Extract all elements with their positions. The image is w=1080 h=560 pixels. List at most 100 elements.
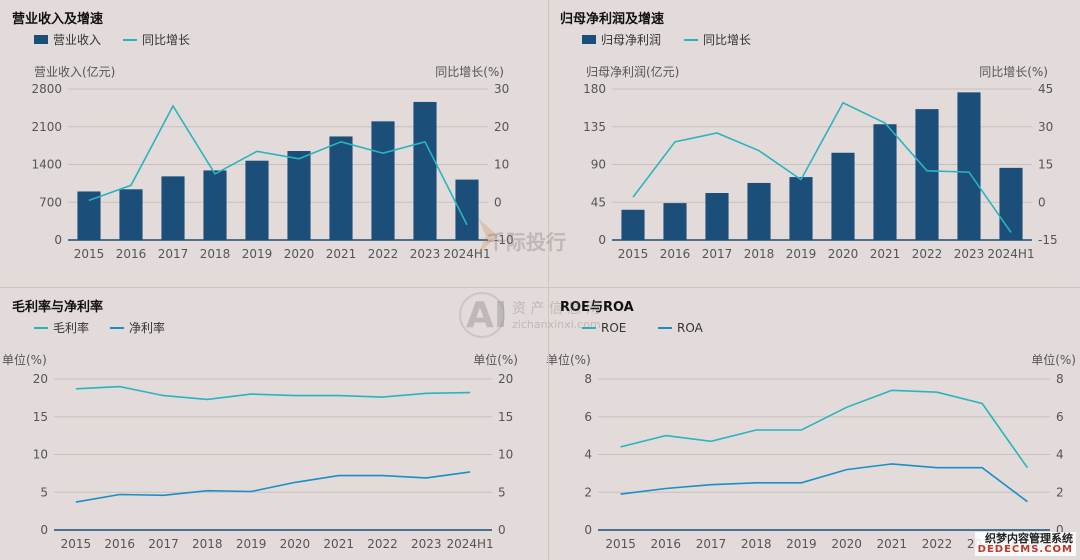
legend-label: ROA [677, 321, 704, 335]
watermark-sub1: 资 产 信 息 网 [512, 301, 600, 317]
vertical-divider [548, 0, 549, 560]
chart-panel-4: ROE与ROA ROE ROA 单位(%) 单位(%) 0 2 4 6 8 0 2 4 6 8 2015 201… [546, 300, 1076, 551]
bar [371, 121, 395, 240]
y2-tick-label: 45 [1038, 82, 1053, 96]
bar [999, 167, 1023, 240]
series-line [88, 104, 468, 226]
y-tick-label: 0 [584, 523, 592, 537]
bar [747, 182, 771, 240]
series-line [620, 389, 1029, 469]
bar [873, 124, 897, 240]
bar [705, 193, 729, 240]
legend-label: 净利率 [129, 320, 165, 335]
y-axis-title: 单位(%) [2, 352, 47, 367]
y2-tick-label: 20 [494, 120, 509, 134]
y2-tick-label: 15 [498, 410, 513, 424]
bar [161, 176, 185, 240]
x-tick-label: 2020 [828, 247, 859, 261]
y2-tick-label: 2 [1056, 485, 1064, 499]
y2-tick-label: 0 [494, 195, 502, 209]
x-tick-label: 2017 [158, 247, 189, 261]
x-tick-label: 2021 [323, 537, 354, 551]
y2-axis-title: 同比增长(%) [979, 65, 1048, 79]
bar [663, 203, 687, 240]
x-tick-label: 2018 [744, 247, 775, 261]
legend-swatch-bar [582, 35, 596, 44]
bar [203, 170, 227, 240]
y-axis-title: 营业收入(亿元) [34, 64, 115, 79]
footer-line2: DEDECMS.COM [977, 543, 1073, 555]
y-tick-label: 6 [584, 410, 592, 424]
y2-tick-label: 8 [1056, 372, 1064, 386]
y-tick-label: 180 [583, 82, 606, 96]
chart-title: 毛利率与净利率 [12, 299, 103, 315]
chart-title: 归母净利润及增速 [560, 11, 664, 27]
x-tick-label: 2019 [786, 247, 817, 261]
footer-line1: 织梦内容管理系统 [985, 531, 1073, 545]
y-tick-label: 700 [39, 195, 62, 209]
chart-title: 营业收入及增速 [12, 11, 103, 27]
y2-tick-label: 0 [1056, 523, 1064, 537]
horizontal-divider [0, 287, 1080, 288]
watermark-brand: 千际投行 [486, 230, 566, 254]
y-tick-label: 0 [40, 523, 48, 537]
bar [77, 191, 101, 240]
x-tick-label: 2015 [618, 247, 649, 261]
x-tick-label: 2017 [148, 537, 179, 551]
x-tick-label: 2019 [242, 247, 273, 261]
x-tick-label: 2015 [61, 537, 92, 551]
x-tick-label: 2023 [954, 247, 985, 261]
x-tick-label: 2023 [411, 537, 442, 551]
y-tick-label: 135 [583, 120, 606, 134]
y-tick-label: 8 [584, 372, 592, 386]
x-tick-label: 2016 [651, 537, 682, 551]
y2-tick-label: 30 [494, 82, 509, 96]
y-tick-label: 90 [591, 158, 606, 172]
x-tick-label: 2022 [912, 247, 943, 261]
series-line [620, 463, 1028, 503]
x-tick-label: 2020 [831, 537, 862, 551]
x-tick-label: 2015 [74, 247, 105, 261]
x-tick-label: 2019 [236, 537, 267, 551]
x-tick-label: 2024H1 [443, 247, 490, 261]
x-tick-label: 2016 [116, 247, 147, 261]
y-tick-label: 10 [33, 448, 48, 462]
legend-label: 归母净利润 [601, 33, 661, 47]
x-tick-label: 2018 [741, 537, 772, 551]
legend-label: ROE [601, 321, 626, 335]
bar [957, 92, 981, 240]
legend-label: 同比增长 [142, 33, 190, 47]
bar [119, 189, 143, 240]
x-tick-label: 2018 [200, 247, 231, 261]
bar [455, 179, 479, 240]
y-axis-title: 归母净利润(亿元) [586, 64, 679, 79]
legend-label: 毛利率 [53, 320, 89, 335]
y2-axis-title: 同比增长(%) [435, 65, 504, 79]
legend-swatch-bar [34, 35, 48, 44]
y-tick-label: 0 [54, 233, 62, 247]
bar [329, 136, 353, 240]
bar [831, 152, 855, 240]
x-tick-label: 2015 [605, 537, 636, 551]
watermark-sub2: zichanxinxi.com [512, 318, 601, 331]
x-tick-label: 2017 [702, 247, 733, 261]
series-line [632, 101, 1012, 233]
x-tick-label: 2024H1 [446, 537, 493, 551]
y-tick-label: 2100 [31, 120, 62, 134]
legend-label: 同比增长 [703, 33, 751, 47]
y-tick-label: 20 [33, 372, 48, 386]
y-tick-label: 5 [40, 485, 48, 499]
y2-tick-label: 20 [498, 372, 513, 386]
y2-tick-label: -10 [494, 233, 514, 247]
watermark-logo: AI [466, 295, 508, 336]
bar [915, 109, 939, 240]
x-tick-label: 2024H1 [987, 247, 1034, 261]
footer-brand: 织梦内容管理系统 DEDECMS.COM [974, 531, 1076, 556]
y-tick-label: 0 [598, 233, 606, 247]
y2-tick-label: 4 [1056, 448, 1064, 462]
x-tick-label: 2020 [284, 247, 315, 261]
y2-axis-title: 单位(%) [1031, 352, 1076, 367]
x-tick-label: 2021 [326, 247, 357, 261]
